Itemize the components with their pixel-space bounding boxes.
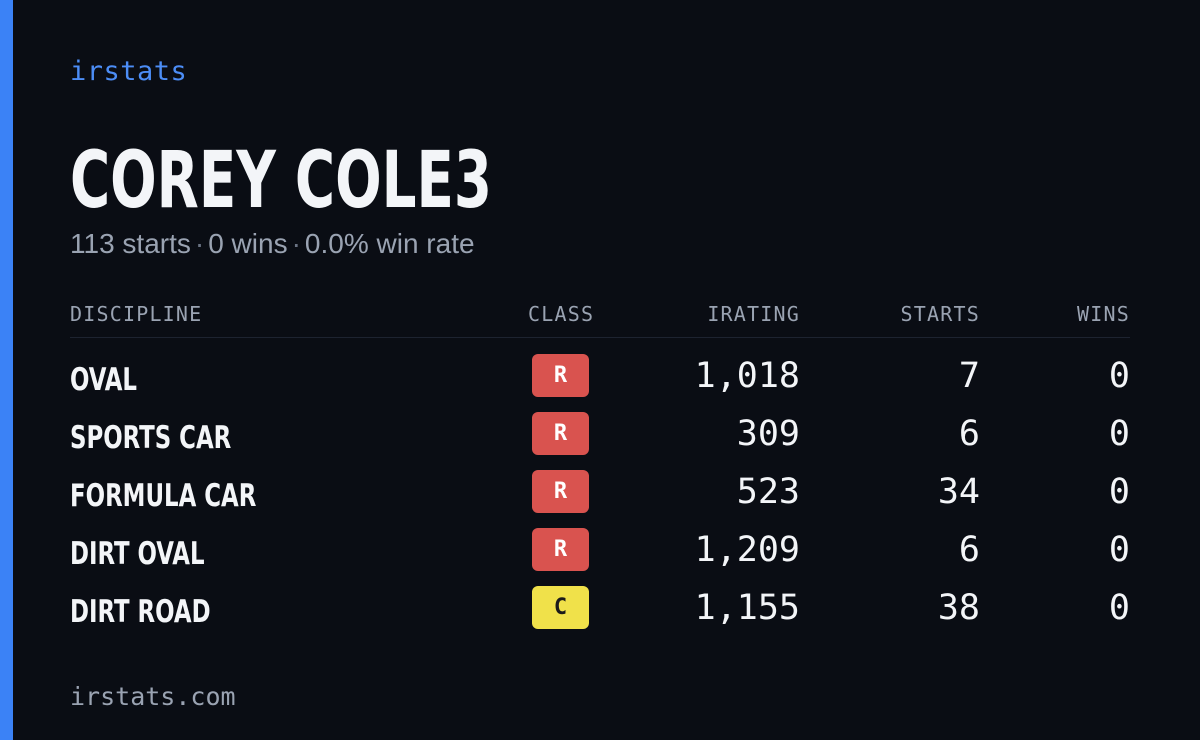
header-class: CLASS — [528, 302, 595, 326]
driver-summary: 113 starts · 0 wins · 0.0% win rate — [70, 228, 475, 260]
class-badge: R — [532, 412, 589, 455]
separator: · — [291, 228, 301, 259]
separator: · — [194, 228, 205, 259]
discipline-name: DIRT ROAD — [70, 594, 211, 630]
class-badge: R — [532, 528, 589, 571]
discipline-name: SPORTS CAR — [70, 420, 232, 456]
irating-value: 1,155 — [694, 588, 800, 628]
header-starts: STARTS — [900, 302, 980, 326]
header-irating: IRATING — [707, 302, 800, 326]
header-discipline: DISCIPLINE — [70, 302, 203, 326]
table-row: DIRT ROAD C 1,155 38 0 — [0, 586, 1200, 644]
discipline-name: DIRT OVAL — [70, 536, 205, 572]
wins-value: 0 — [1108, 472, 1130, 512]
win-rate-summary: 0.0% win rate — [304, 228, 475, 259]
wins-value: 0 — [1108, 356, 1130, 396]
discipline-name: OVAL — [70, 362, 138, 398]
starts-value: 6 — [958, 530, 980, 570]
table-row: DIRT OVAL R 1,209 6 0 — [0, 528, 1200, 586]
starts-value: 38 — [937, 588, 980, 628]
accent-bar — [0, 0, 13, 740]
brand-logo[interactable]: irstats — [70, 56, 188, 87]
irating-value: 523 — [736, 472, 800, 512]
table-row: OVAL R 1,018 7 0 — [0, 354, 1200, 412]
table-row: SPORTS CAR R 309 6 0 — [0, 412, 1200, 470]
class-badge: R — [532, 470, 589, 513]
starts-value: 34 — [937, 472, 980, 512]
irating-value: 1,209 — [694, 530, 800, 570]
class-badge: R — [532, 354, 589, 397]
wins-value: 0 — [1108, 414, 1130, 454]
wins-value: 0 — [1108, 588, 1130, 628]
header-wins: WINS — [1077, 302, 1130, 326]
table-row: FORMULA CAR R 523 34 0 — [0, 470, 1200, 528]
driver-name: COREY COLE3 — [70, 136, 492, 226]
starts-value: 7 — [958, 356, 980, 396]
discipline-name: FORMULA CAR — [70, 478, 257, 514]
starts-value: 6 — [958, 414, 980, 454]
wins-value: 0 — [1108, 530, 1130, 570]
footer-link[interactable]: irstats.com — [70, 682, 236, 711]
wins-summary: 0 wins — [208, 228, 288, 259]
class-badge: C — [532, 586, 589, 629]
irating-value: 1,018 — [694, 356, 800, 396]
irating-value: 309 — [736, 414, 800, 454]
starts-summary: 113 starts — [70, 228, 191, 259]
header-divider — [70, 337, 1130, 338]
